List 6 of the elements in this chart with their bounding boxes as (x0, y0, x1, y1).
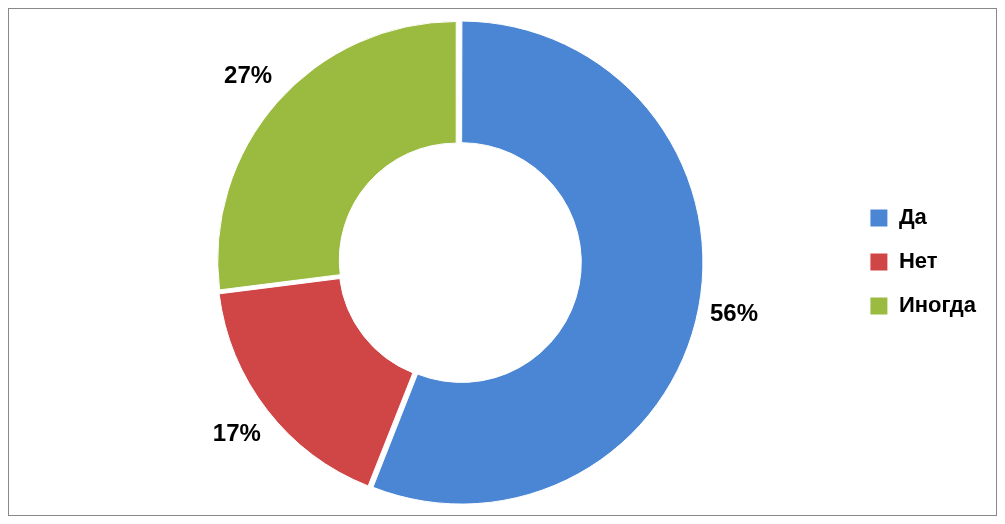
legend-label: Нет (898, 248, 938, 274)
legend-label: Иногда (898, 292, 977, 318)
data-label: 56% (709, 299, 759, 327)
legend-label: Да (898, 204, 928, 230)
data-label: 17% (212, 418, 261, 446)
data-label: 27% (224, 61, 273, 89)
